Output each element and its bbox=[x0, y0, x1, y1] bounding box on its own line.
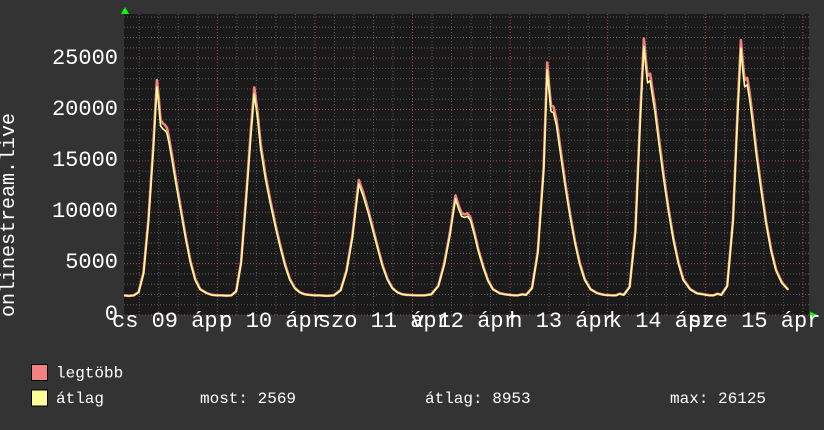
svg-text:20000: 20000 bbox=[52, 97, 118, 122]
svg-text:10000: 10000 bbox=[52, 199, 118, 224]
svg-text:sze 15 ápr: sze 15 ápr bbox=[688, 309, 820, 334]
svg-text:25000: 25000 bbox=[52, 46, 118, 71]
svg-text:cs 09 ápr: cs 09 ápr bbox=[112, 309, 231, 334]
svg-text:legtöbb: legtöbb bbox=[56, 365, 123, 383]
svg-text:v 12 ápr: v 12 ápr bbox=[411, 309, 517, 334]
svg-text:5000: 5000 bbox=[65, 250, 118, 275]
svg-text:most: 2569: most: 2569 bbox=[200, 390, 296, 408]
svg-text:onlinestream.live: onlinestream.live bbox=[0, 113, 21, 317]
svg-text:h 13 ápr: h 13 ápr bbox=[509, 309, 615, 334]
svg-text:p 10 ápr: p 10 ápr bbox=[219, 309, 325, 334]
svg-text:max: 26125: max: 26125 bbox=[670, 390, 766, 408]
svg-text:átlag: átlag bbox=[56, 390, 104, 408]
svg-text:átlag: 8953: átlag: 8953 bbox=[425, 390, 531, 408]
svg-text:15000: 15000 bbox=[52, 148, 118, 173]
